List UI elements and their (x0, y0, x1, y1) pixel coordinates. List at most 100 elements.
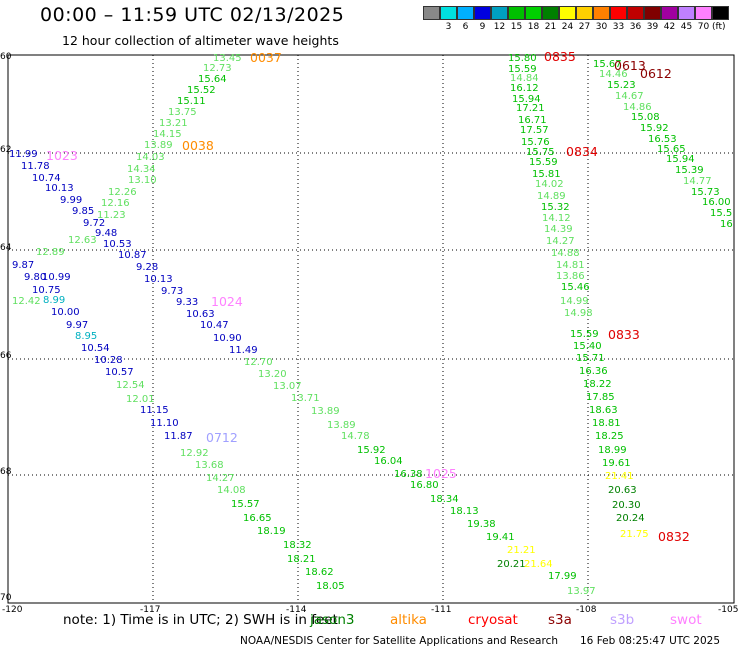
legend-swatch (423, 6, 440, 20)
wave-height-label: 18.22 (583, 379, 612, 390)
wave-height-label: 14.77 (683, 176, 712, 187)
wave-height-label: 16.53 (648, 134, 677, 145)
satellite-cryosat: cryosat (468, 612, 518, 628)
pass-time-tag: 0038 (182, 138, 214, 153)
legend-label: 24 (561, 22, 574, 32)
legend-label: 15 (510, 22, 523, 32)
wave-height-label: 16.71 (518, 115, 547, 126)
legend-swatch (695, 6, 712, 20)
wave-height-label: 12.42 (12, 296, 41, 307)
wave-height-label: 18.34 (430, 494, 459, 505)
wave-height-label: 10.54 (81, 343, 110, 354)
wave-height-label: 18.21 (287, 554, 316, 565)
wave-height-label: 14.99 (560, 296, 589, 307)
legend-swatch (559, 6, 576, 20)
wave-height-label: 9.28 (136, 262, 159, 273)
wave-height-label: 18.81 (592, 418, 621, 429)
wave-height-label: 12.63 (68, 235, 97, 246)
wave-height-label: 12.01 (126, 394, 155, 405)
legend-swatch (491, 6, 508, 20)
legend-label: 18 (527, 22, 540, 32)
wave-height-label: 15.65 (657, 144, 686, 155)
wave-height-label: 17.99 (548, 571, 577, 582)
wave-height-label: 13.68 (195, 460, 224, 471)
wave-height-label: 13.07 (273, 381, 302, 392)
wave-height-label: 14.81 (556, 260, 585, 271)
wave-height-label: 16.00 (702, 197, 731, 208)
wave-height-label: 15.57 (231, 499, 260, 510)
legend-label: 12 (493, 22, 506, 32)
footnote: note: 1) Time is in UTC; 2) SWH is in fe… (63, 612, 338, 628)
wave-height-label: 13.10 (128, 175, 157, 186)
legend-label: 39 (646, 22, 659, 32)
wave-height-label: 18.99 (598, 445, 627, 456)
wave-height-label: 18.13 (450, 506, 479, 517)
wave-height-label: 13.86 (556, 271, 585, 282)
wave-height-label: 9.33 (176, 297, 199, 308)
legend-swatch (474, 6, 491, 20)
wave-height-label: 21.21 (507, 545, 536, 556)
wave-height-label: 15.81 (532, 169, 561, 180)
wave-height-label: 9.72 (83, 218, 106, 229)
wave-height-label: 10.57 (105, 367, 134, 378)
wave-height-label: 11.15 (140, 405, 169, 416)
wave-height-label: 18.25 (595, 431, 624, 442)
legend-label: 3 (445, 22, 452, 32)
wave-height-label: 15.32 (541, 202, 570, 213)
satellite-jason3: jason3 (310, 612, 355, 628)
wave-height-label: 15.08 (631, 112, 660, 123)
wave-height-label: 16.04 (374, 456, 403, 467)
wave-height-label: 15.94 (512, 94, 541, 105)
lon-label-108: -108 (576, 605, 597, 615)
wave-height-label: 14.12 (542, 213, 571, 224)
legend-label: 6 (462, 22, 469, 32)
wave-height-label: 15.5 (710, 208, 733, 219)
wave-height-label: 10.47 (200, 320, 229, 331)
legend-swatch (627, 6, 644, 20)
wave-height-label: 14.02 (535, 179, 564, 190)
wave-height-label: 14.67 (615, 91, 644, 102)
wave-height-label: 14.27 (546, 236, 575, 247)
wave-height-label: 13.45 (213, 53, 242, 64)
wave-height-label: 17.57 (520, 125, 549, 136)
satellite-altika: altika (390, 612, 427, 628)
wave-height-label: 14.84 (510, 73, 539, 84)
wave-height-label: 15.59 (529, 157, 558, 168)
wave-height-label: 10.00 (51, 307, 80, 318)
wave-height-label: 15.75 (526, 147, 555, 158)
legend-label: 36 (629, 22, 642, 32)
wave-height-label: 21.64 (524, 559, 553, 570)
wave-height-label: 15.11 (177, 96, 206, 107)
legend-swatch (440, 6, 457, 20)
wave-height-label: 9.48 (95, 228, 118, 239)
wave-height-label: 14.34 (127, 164, 156, 175)
pass-time-tag: 0612 (640, 66, 672, 81)
wave-height-label: 18.62 (305, 567, 334, 578)
lat-label-66: 66 (0, 351, 12, 361)
wave-height-label: 14.88 (551, 248, 580, 259)
wave-height-label: 9.80 (24, 272, 47, 283)
wave-height-label: 15.94 (666, 154, 695, 165)
pass-time-tag: 0613 (614, 58, 646, 73)
legend-label: 70 (697, 22, 710, 32)
lon-label-114: -114 (286, 605, 307, 615)
lat-label-68: 68 (0, 467, 12, 477)
wave-height-label: 14.46 (599, 69, 628, 80)
wave-height-label: 13.89 (311, 406, 340, 417)
wave-height-label: 10.13 (144, 274, 173, 285)
wave-height-label: 17.85 (586, 392, 615, 403)
wave-height-label: 15.67 (593, 59, 622, 70)
wave-height-label: 9.85 (72, 206, 95, 217)
wave-height-label: 15.52 (187, 85, 216, 96)
wave-height-label: 15.64 (198, 74, 227, 85)
wave-height-label: 20.21 (497, 559, 526, 570)
wave-height-label: 9.87 (12, 260, 35, 271)
wave-height-label: 13.97 (567, 586, 596, 597)
wave-height-label: 18.05 (316, 581, 345, 592)
pass-time-tag: 1025 (425, 466, 457, 481)
wave-height-label: 13.71 (291, 393, 320, 404)
wave-height-label: 10.13 (45, 183, 74, 194)
wave-height-label: 15.46 (561, 282, 590, 293)
wave-height-label: 16.38 (394, 469, 423, 480)
